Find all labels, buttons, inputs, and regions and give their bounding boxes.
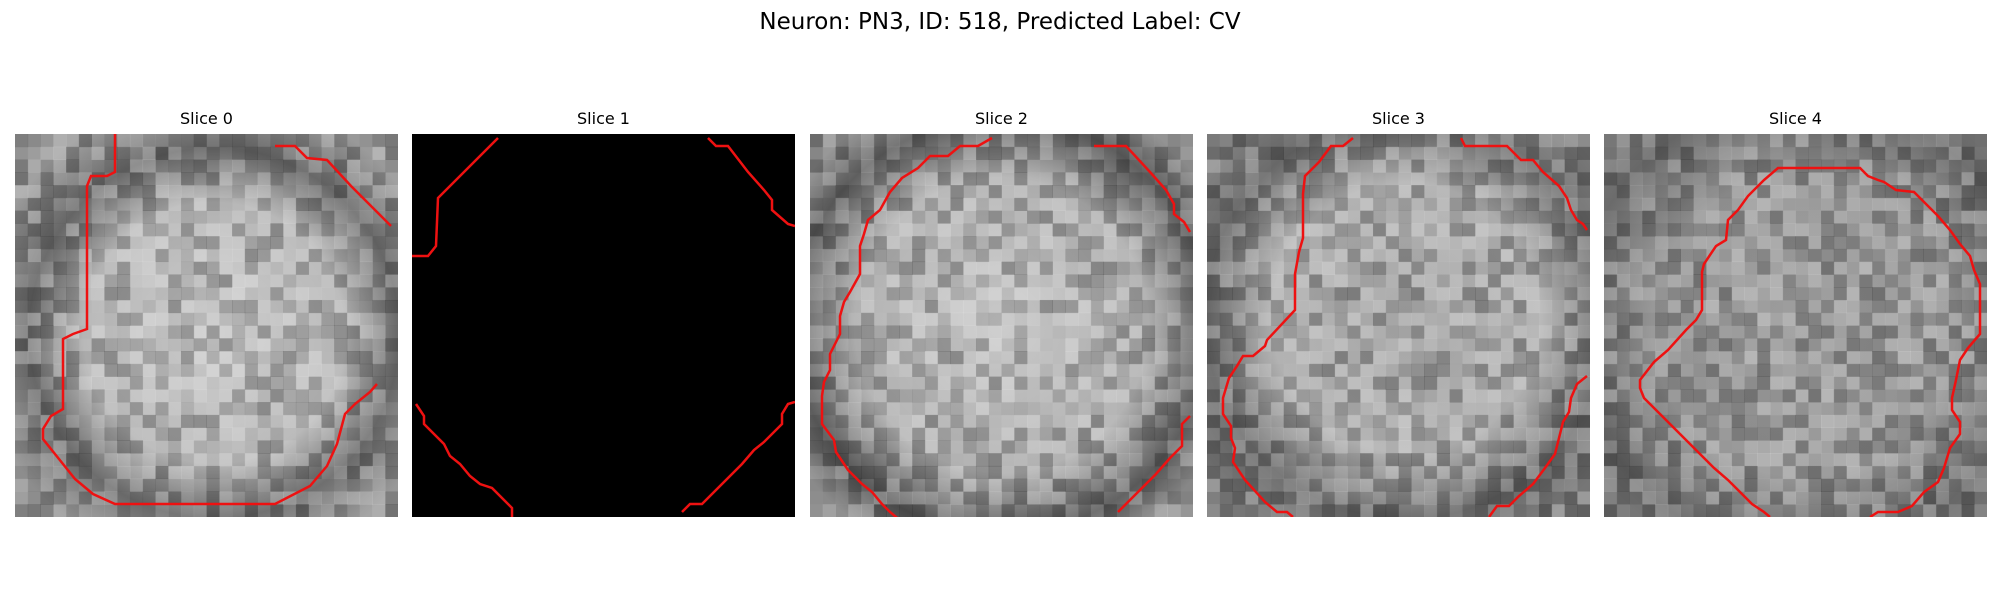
slice-1-image — [412, 134, 795, 517]
contour-slice-0-b — [275, 144, 392, 227]
panel-title-slice-3: Slice 3 — [1372, 109, 1425, 128]
noise-layer-2 — [810, 134, 1193, 517]
panel-title-slice-1: Slice 1 — [577, 109, 630, 128]
contour-slice-3-tr — [1459, 137, 1589, 231]
contour-slice-3-br — [1487, 375, 1588, 517]
contour-slice-1-bl — [414, 403, 514, 517]
noise-layer-0 — [15, 134, 398, 517]
noise-layer-3 — [1207, 134, 1590, 517]
contour-slice-1-tr — [707, 137, 795, 228]
panel-title-slice-2: Slice 2 — [975, 109, 1028, 128]
slice-4-image — [1604, 134, 1987, 517]
slice-2-image — [810, 134, 1193, 517]
contour-slice-1-br — [681, 400, 795, 513]
noise-layer-4 — [1604, 134, 1987, 517]
contour-slice-0 — [41, 134, 378, 506]
panel-title-slice-4: Slice 4 — [1769, 109, 1822, 128]
panel-title-slice-0: Slice 0 — [180, 109, 233, 128]
figure-title: Neuron: PN3, ID: 518, Predicted Label: C… — [759, 9, 1241, 35]
contour-slice-2-br — [1117, 415, 1191, 513]
contour-slice-2-tr — [1094, 144, 1192, 233]
contour-slice-3 — [1221, 137, 1354, 517]
contour-slice-2 — [820, 136, 993, 517]
contour-slice-4 — [1638, 166, 1982, 517]
contour-slice-1-tl — [412, 137, 499, 258]
slice-3-image — [1207, 134, 1590, 517]
slice-0-image — [15, 134, 398, 517]
